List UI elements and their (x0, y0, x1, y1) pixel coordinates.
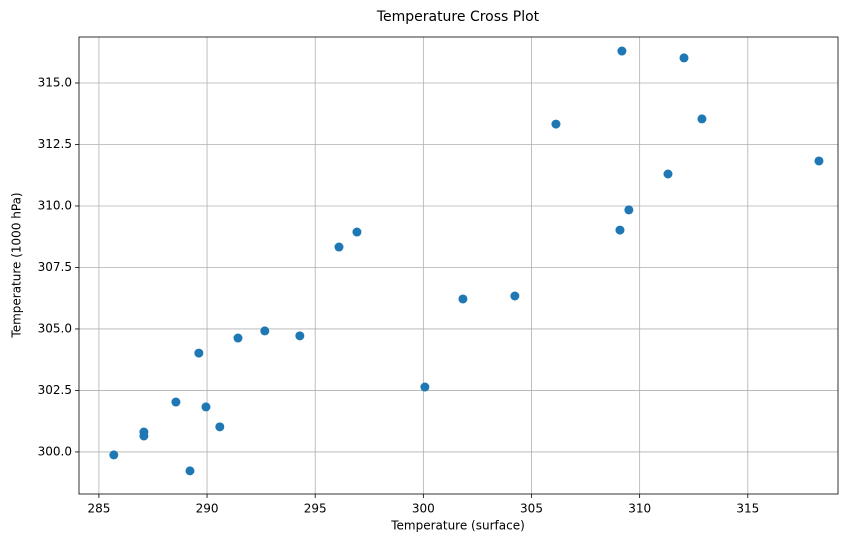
x-tick-label: 300 (412, 502, 435, 516)
point (624, 205, 634, 215)
x-tick-label: 290 (196, 502, 219, 516)
point (260, 326, 270, 336)
x-tick-label: 285 (87, 502, 110, 516)
x-tick-label: 315 (736, 502, 759, 516)
point (352, 227, 362, 237)
x-tick-label: 295 (304, 502, 327, 516)
point (551, 119, 561, 129)
y-tick-label: 300.0 (38, 444, 72, 458)
x-axis-label: Temperature (surface) (390, 519, 525, 533)
point (109, 450, 119, 460)
point (194, 348, 204, 358)
point (663, 169, 673, 179)
point (185, 466, 195, 476)
point (171, 397, 181, 407)
point (215, 422, 225, 432)
point (420, 382, 430, 392)
point (334, 242, 344, 252)
y-tick-label: 315.0 (38, 75, 72, 89)
y-tick-label: 310.0 (38, 198, 72, 212)
point (697, 114, 707, 124)
plot-frame (78, 36, 839, 495)
y-tick-label: 312.5 (38, 137, 72, 151)
point (617, 46, 627, 56)
point (615, 225, 625, 235)
y-tick-label: 305.0 (38, 321, 72, 335)
point (201, 402, 211, 412)
x-tick-label: 310 (628, 502, 651, 516)
y-tick-label: 307.5 (38, 260, 72, 274)
point (679, 53, 689, 63)
point (295, 331, 305, 341)
point (233, 333, 243, 343)
y-axis-label: Temperature (1000 hPa) (10, 192, 24, 338)
point (814, 156, 824, 166)
x-tick-label: 305 (520, 502, 543, 516)
chart-title: Temperature Cross Plot (376, 9, 540, 25)
point (139, 431, 149, 441)
point (510, 291, 520, 301)
point (458, 294, 468, 304)
y-tick-label: 302.5 (38, 383, 72, 397)
